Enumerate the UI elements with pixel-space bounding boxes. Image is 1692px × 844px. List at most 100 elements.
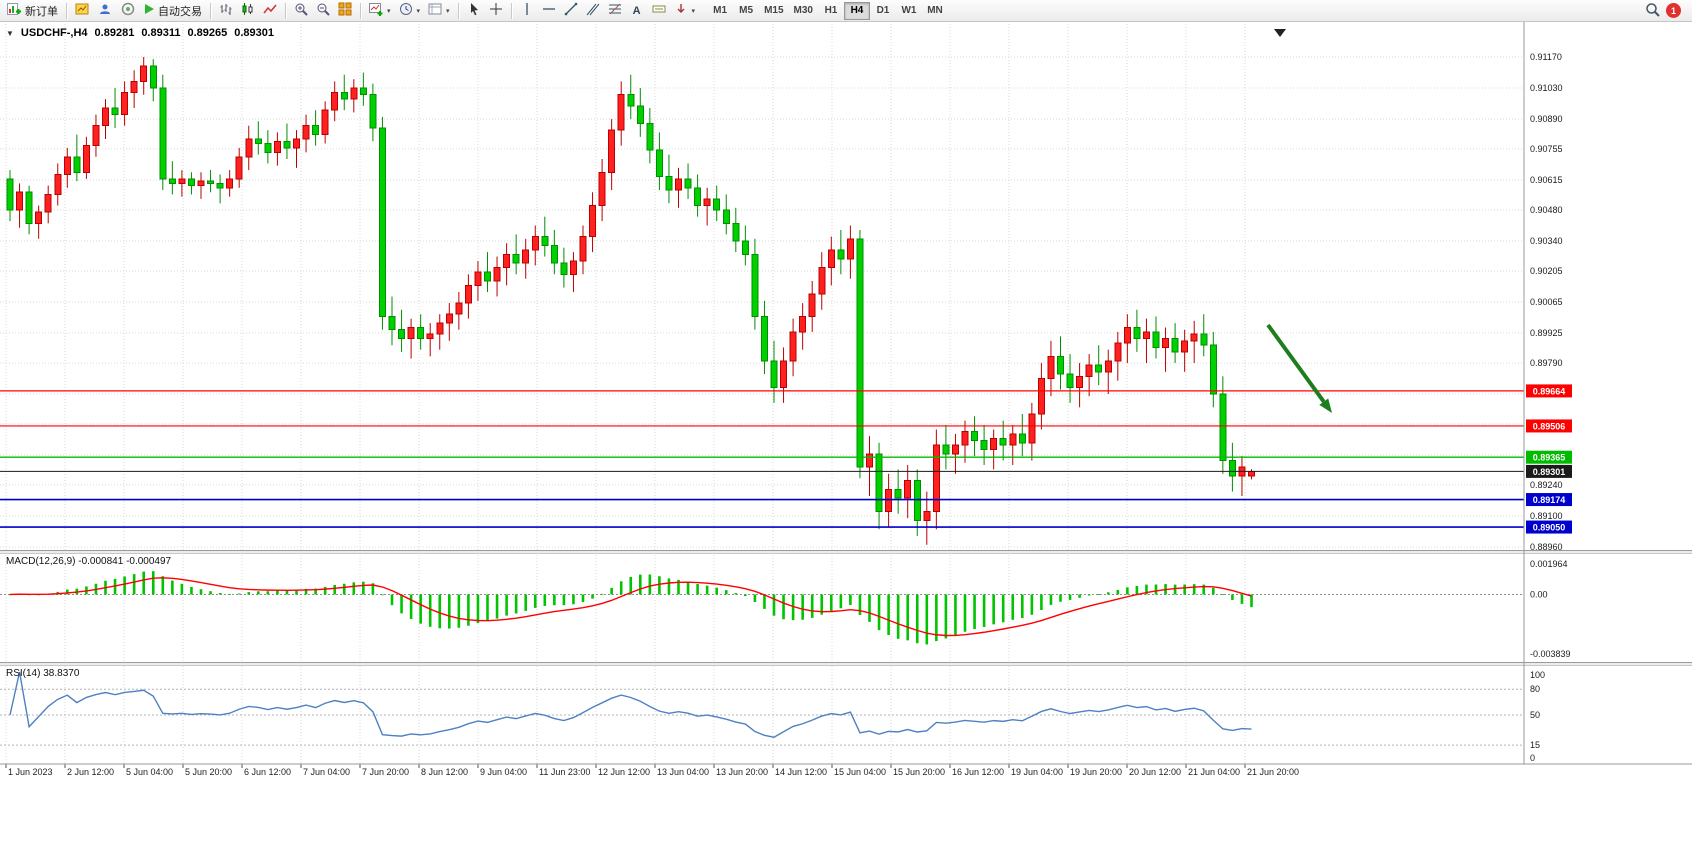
indicators-button[interactable]: ▾ — [365, 1, 395, 21]
trendline-tool-button[interactable] — [560, 1, 582, 21]
trend-arrow[interactable] — [1266, 323, 1326, 403]
macd-histogram-bar — [763, 594, 766, 609]
crosshair-button[interactable] — [485, 1, 507, 21]
macd-histogram-bar — [915, 594, 919, 644]
notification-badge[interactable]: 1 — [1666, 3, 1681, 18]
text-icon: A — [632, 4, 641, 17]
horizontal-line-tool-button[interactable] — [538, 1, 560, 21]
timeframe-button-d1[interactable]: D1 — [870, 2, 896, 20]
macd-histogram-bar — [266, 591, 270, 595]
macd-histogram-bar — [390, 594, 394, 606]
profiles-button[interactable] — [94, 1, 117, 21]
macd-histogram-bar — [677, 579, 680, 595]
candle — [264, 142, 272, 153]
arrows-tool-button[interactable]: ▾ — [670, 1, 700, 21]
search-button[interactable] — [1641, 1, 1664, 21]
macd-histogram-bar — [1173, 584, 1177, 595]
macd-histogram-bar — [495, 594, 499, 619]
zoom-in-button[interactable] — [290, 1, 312, 21]
candle — [378, 127, 386, 317]
zoom-out-button[interactable] — [312, 1, 334, 21]
macd-histogram-bar — [486, 594, 489, 622]
crosshair-icon — [489, 2, 503, 19]
timeframe-button-m15[interactable]: M15 — [759, 2, 788, 20]
candle — [770, 360, 778, 388]
macd-histogram-bar — [686, 581, 690, 595]
macd-histogram-bar — [658, 576, 661, 595]
timeframe-button-m1[interactable]: M1 — [707, 2, 733, 20]
candle — [1152, 331, 1160, 348]
macd-histogram-bar — [228, 593, 231, 595]
macd-histogram-bar — [323, 587, 327, 595]
chart-canvas[interactable]: 1 Jun 2023 2 Jun 12:00 5 Jun 04:00 5 Jun 20… — [0, 22, 1692, 844]
time-axis-label: 14 Jun 12:00 — [775, 767, 827, 777]
candle — [608, 129, 616, 173]
chart-shift-marker[interactable] — [1274, 29, 1286, 37]
timeframe-button-h1[interactable]: H1 — [818, 2, 844, 20]
candle — [35, 211, 43, 224]
new-order-button[interactable]: 新订单 — [3, 1, 62, 21]
timeframe-button-m5[interactable]: M5 — [733, 2, 759, 20]
line-chart-button[interactable] — [259, 1, 281, 21]
candle — [904, 479, 912, 499]
candle — [44, 193, 52, 213]
candle — [1133, 326, 1141, 340]
zoom-in-icon — [294, 2, 308, 19]
macd-histogram-bar — [1183, 584, 1186, 595]
candle — [321, 109, 329, 136]
price-axis-label: 0.89240 — [1530, 480, 1563, 490]
channel-tool-button[interactable] — [582, 1, 604, 21]
timeframe-button-w1[interactable]: W1 — [896, 2, 922, 20]
candle — [894, 488, 902, 499]
candle — [675, 178, 682, 191]
timeframe-button-mn[interactable]: MN — [922, 2, 948, 20]
macd-histogram-bar — [66, 589, 69, 595]
macd-histogram-bar — [1059, 594, 1062, 602]
macd-histogram-bar — [199, 589, 203, 595]
candle — [159, 87, 167, 180]
templates-button[interactable]: ▾ — [424, 1, 454, 21]
price-axis-label: 0.90890 — [1530, 114, 1563, 124]
macd-histogram-bar — [142, 571, 145, 595]
tile-windows-button[interactable] — [334, 1, 356, 21]
candle — [82, 145, 90, 173]
pane-splitter[interactable] — [0, 662, 1692, 666]
indicators-icon — [369, 2, 383, 19]
candlestick-chart-button[interactable] — [237, 1, 259, 21]
macd-histogram-bar — [161, 576, 165, 595]
candle — [92, 125, 100, 147]
macd-histogram-bar — [171, 580, 174, 595]
candle — [694, 187, 702, 207]
macd-histogram-bar — [151, 571, 155, 595]
candle — [140, 65, 148, 82]
price-axis-label: 0.91030 — [1530, 83, 1563, 93]
macd-histogram-bar — [438, 594, 442, 629]
timeframe-button-h4[interactable]: H4 — [843, 1, 870, 20]
macd-histogram-bar — [247, 592, 251, 595]
candle — [235, 156, 243, 180]
fibonacci-tool-button[interactable] — [604, 1, 626, 21]
candle — [149, 65, 157, 89]
new-chart-button[interactable] — [71, 1, 94, 21]
periods-button[interactable]: ▾ — [395, 1, 425, 21]
time-axis-label: 7 Jun 04:00 — [303, 767, 350, 777]
candle — [455, 302, 463, 315]
macd-histogram-bar — [381, 594, 384, 596]
autotrading-button[interactable]: 自动交易 — [140, 1, 206, 21]
macd-histogram-bar — [543, 594, 547, 606]
text-tool-button[interactable]: A — [626, 1, 648, 21]
candle — [464, 284, 472, 304]
timeframe-button-m30[interactable]: M30 — [789, 2, 818, 20]
community-button[interactable] — [117, 1, 140, 21]
bar-chart-button[interactable] — [215, 1, 237, 21]
macd-histogram-bar — [428, 594, 432, 627]
macd-histogram-bar — [906, 594, 909, 641]
cursor-button[interactable] — [463, 1, 485, 21]
macd-histogram-bar — [257, 591, 260, 595]
label-tool-button[interactable] — [648, 1, 670, 21]
trend-arrow-head — [1319, 398, 1332, 413]
macd-histogram-bar — [1049, 594, 1053, 605]
pane-splitter[interactable] — [0, 550, 1692, 554]
vertical-line-tool-button[interactable] — [516, 1, 538, 21]
one-click-trading-toggle[interactable]: ▼ — [6, 28, 14, 38]
